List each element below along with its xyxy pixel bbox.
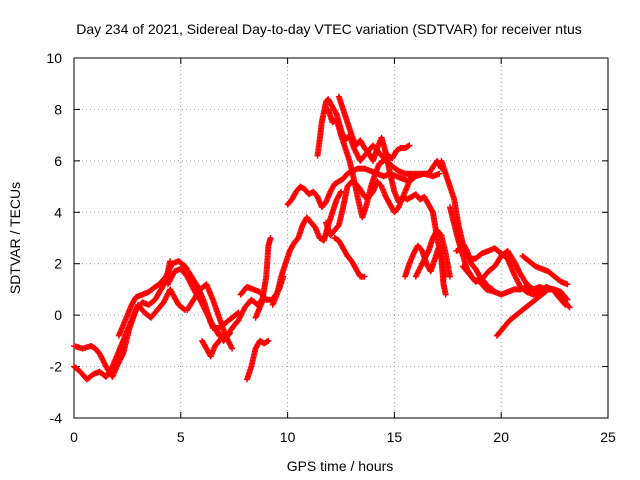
y-axis-title: SDTVAR / TECUs [7,182,23,294]
series-t18 [402,242,449,298]
data-point [429,208,436,214]
y-tick-label: 0 [54,307,62,323]
data-point [219,333,226,340]
data-point [220,332,227,339]
data-point [337,190,344,196]
data-point [564,296,571,303]
data-point [234,310,241,317]
data-point [361,273,368,280]
y-tick-label: 8 [54,101,62,117]
y-tick-label: -4 [50,410,63,426]
x-tick-label: 25 [600,429,616,445]
data-point [408,173,415,180]
data-point [267,235,274,241]
x-tick-label: 15 [387,429,403,445]
data-point [338,188,344,195]
series-t1 [71,258,174,380]
grid-lines [74,58,608,418]
x-tick-label: 5 [177,429,185,445]
data-point [530,286,537,293]
series-t6 [199,332,227,360]
data-point [229,345,236,352]
data-point [406,142,413,149]
plot-frame [73,57,609,419]
series-t2 [71,286,189,383]
data-point [565,303,572,310]
series-t15 [335,93,415,205]
data-point [561,300,568,307]
data-point [566,304,573,311]
series-t11 [269,188,344,308]
data-point [564,281,571,288]
x-tick-label: 10 [280,429,296,445]
y-tick-label: -2 [50,359,63,375]
y-tick-label: 4 [54,204,62,220]
data-marks [71,93,573,383]
data-point [446,273,453,280]
series-t9 [252,235,274,321]
data-point [562,301,569,308]
series-t20 [438,157,496,293]
chart-title: Day 234 of 2021, Sidereal Day-to-day VTE… [76,21,582,37]
data-point [442,291,449,298]
data-point [265,337,272,344]
x-tick-label: 20 [493,429,509,445]
series-t8 [244,337,272,383]
series-t23 [459,247,537,293]
series-t24 [493,286,571,339]
y-tick-label: 6 [54,153,62,169]
data-point [436,170,443,177]
data-point [563,295,570,302]
x-tick-label: 0 [70,429,78,445]
series-t25 [519,253,571,288]
series-t7 [205,309,242,331]
series-t19 [412,227,453,280]
axis-ticks: 0 5 10 15 20 25 -4 -2 0 2 4 6 8 10 [46,50,616,445]
series-t3 [115,258,233,344]
data-point [529,285,536,292]
series-t16 [331,235,368,280]
y-tick-label: 10 [46,50,62,66]
data-point [235,309,242,316]
y-tick-label: 2 [54,256,62,272]
x-axis-title: GPS time / hours [287,458,394,474]
